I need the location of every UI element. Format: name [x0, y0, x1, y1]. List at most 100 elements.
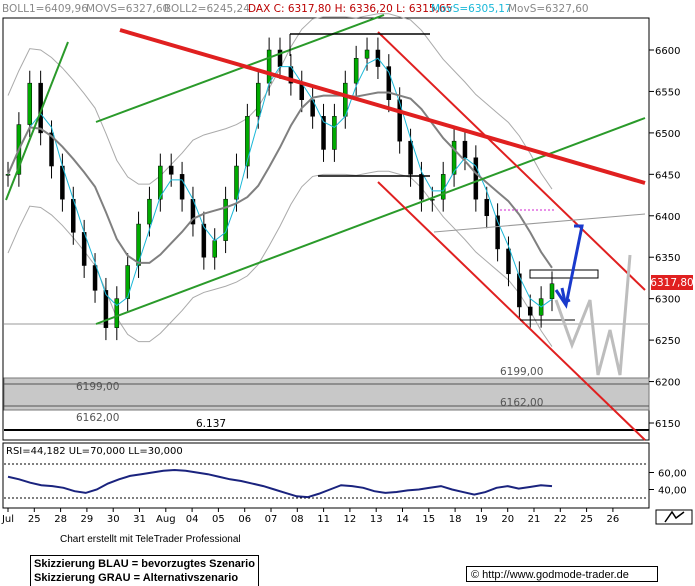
- date-tick-label: 11: [317, 514, 330, 525]
- date-tick-label: 31: [133, 514, 146, 525]
- date-tick-label: 08: [291, 514, 304, 525]
- date-tick-label: 14: [396, 514, 409, 525]
- legend-blue: Skizzierung BLAU = bevorzugtes Szenario: [34, 558, 255, 570]
- date-axis: Jul 25 28 29 30 31 Aug 04 05 06 07 08 11 12 13 14 15 18 19…: [1, 508, 619, 525]
- candle-up: [245, 116, 250, 167]
- source-credit[interactable]: © http://www.godmode-trader.de: [466, 566, 658, 582]
- ma-fast-line: [7, 57, 553, 308]
- price-tick-label: 6350: [655, 253, 680, 264]
- candle-up: [212, 240, 217, 258]
- scenario-legend: Skizzierung BLAU = bevorzugtes Szenario …: [30, 555, 259, 586]
- candle-down: [527, 306, 533, 316]
- price-tick-label: 6450: [655, 170, 680, 181]
- boll1-label: BOLL1=6409,96: [2, 3, 88, 15]
- source-url[interactable]: http://www.godmode-trader.de: [482, 569, 629, 581]
- green-lower-channel: [95, 117, 646, 325]
- level-6162-right: 6162,00: [500, 397, 543, 409]
- date-tick-label: 04: [186, 514, 199, 525]
- level-6199-left: 6199,00: [76, 381, 119, 393]
- logo-box: [655, 509, 693, 525]
- scenario-paths: [554, 224, 632, 376]
- candle-down: [484, 198, 489, 217]
- green-upper-channel: [95, 14, 385, 123]
- candle-up: [147, 198, 152, 225]
- movs5-label: MovS=6305,17: [431, 3, 512, 15]
- date-tick-label: 28: [54, 514, 67, 525]
- blue-scenario-tip: [560, 287, 571, 305]
- red-channel-lower: [377, 181, 646, 441]
- price-tick-label: 6150: [655, 419, 680, 430]
- price-tick-label: 6400: [655, 212, 680, 223]
- date-tick-label: 13: [370, 514, 383, 525]
- date-tick-label: 18: [449, 514, 462, 525]
- candle-up: [255, 82, 261, 117]
- red-channel-upper: [377, 31, 646, 291]
- level-6137-label: 6.137: [196, 418, 226, 430]
- candle-up: [158, 165, 163, 200]
- copyright-icon: ©: [471, 569, 480, 581]
- dax-label: DAX C: 6317,80 H: 6336,20 L: 6315,65: [248, 3, 452, 15]
- candle-up: [430, 198, 435, 201]
- price-tick-label: 6250: [655, 336, 680, 347]
- candle-down: [168, 165, 174, 175]
- candle-down: [419, 174, 424, 200]
- current-price-box: [529, 269, 599, 279]
- blue-scenario-path: [554, 224, 584, 309]
- grey-neckline: [433, 213, 646, 233]
- movs-label: MOVS=6327,60: [86, 3, 169, 15]
- level-6199-right: 6199,00: [500, 366, 543, 378]
- date-tick-label: 22: [554, 514, 567, 525]
- date-tick-label: 19: [475, 514, 488, 525]
- candle-up: [5, 174, 11, 176]
- boll2-label: BOLL2=6245,24: [164, 3, 250, 15]
- rsi-line: [7, 468, 553, 499]
- candle-down: [201, 223, 207, 258]
- ma-slow-line: [7, 91, 553, 269]
- candle-down: [473, 157, 479, 200]
- rsi-axis: 40,00 60,00: [649, 469, 687, 497]
- candle-down: [495, 215, 500, 250]
- candle-down: [92, 265, 98, 291]
- green-steep-trendline: [5, 41, 69, 201]
- rsi-label: RSI=44,182 UL=70,000 LL=30,000: [6, 446, 183, 457]
- candle-up: [332, 116, 337, 150]
- date-tick-label: Aug: [156, 514, 176, 525]
- candle-up: [125, 265, 130, 299]
- rsi-panel: [2, 442, 650, 509]
- last-price-tag: [651, 275, 693, 290]
- date-tick-label: 15: [422, 514, 435, 525]
- header-legend: BOLL1=6409,96 MOVS=6327,60 BOLL2=6245,24…: [2, 3, 589, 15]
- price-axis: 6150 6200 6250 6300 6350 6400 6450 6500 6550 6600: [649, 46, 680, 430]
- rsi-tick-label: 40,00: [658, 486, 687, 497]
- candle-up: [234, 165, 239, 200]
- candle-up: [223, 198, 228, 241]
- rsi-tick-label: 60,00: [658, 469, 687, 480]
- candle-down: [103, 290, 109, 328]
- candle-down: [506, 248, 511, 275]
- candle-down: [386, 66, 392, 100]
- date-tick-label: 29: [81, 514, 94, 525]
- candle-up: [353, 58, 359, 84]
- date-tick-label: 26: [607, 514, 620, 525]
- candlesticks: [5, 37, 555, 341]
- moving-averages: [7, 57, 553, 308]
- candle-up: [451, 140, 457, 175]
- movs-b-label: MovS=6327,60: [508, 3, 589, 15]
- date-tick-label: 05: [212, 514, 225, 525]
- candle-down: [321, 116, 326, 150]
- date-tick-label: 07: [265, 514, 278, 525]
- candle-up: [27, 82, 33, 125]
- candle-down: [397, 99, 402, 142]
- price-tick-label: 6500: [655, 129, 680, 140]
- legend-grey: Skizzierung GRAU = Alternativszenario: [34, 572, 239, 584]
- date-tick-label: 25: [580, 514, 593, 525]
- date-tick-label: Jul: [1, 514, 14, 525]
- candle-down: [408, 140, 413, 175]
- price-panel: [2, 17, 650, 441]
- chart-credit: Chart erstellt mit TeleTrader Profession…: [60, 534, 241, 545]
- candle-up: [114, 298, 120, 328]
- date-tick-label: 30: [107, 514, 120, 525]
- candle-up: [364, 49, 370, 59]
- level-6162-left: 6162,00: [76, 412, 119, 424]
